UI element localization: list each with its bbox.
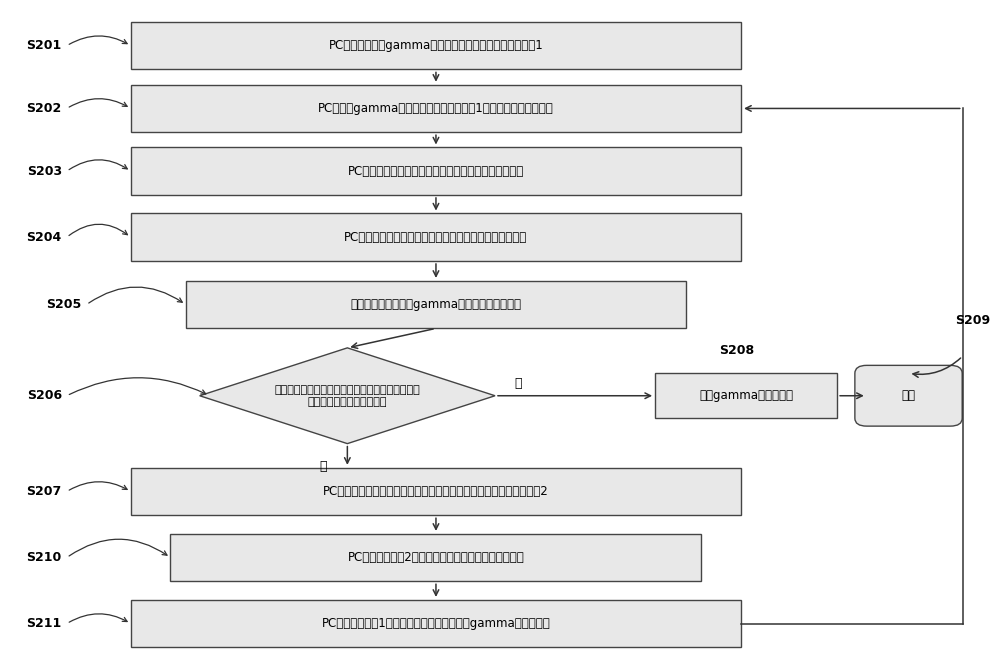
- FancyBboxPatch shape: [131, 85, 741, 133]
- FancyArrowPatch shape: [89, 287, 182, 303]
- FancyArrowPatch shape: [913, 358, 961, 378]
- Text: S210: S210: [27, 551, 62, 564]
- Text: PC机获取并计算gamma寄存器参数及灰阶电压值的查找表1: PC机获取并计算gamma寄存器参数及灰阶电压值的查找表1: [329, 39, 543, 52]
- FancyBboxPatch shape: [131, 468, 741, 515]
- Text: S205: S205: [46, 298, 82, 311]
- Text: 否: 否: [319, 460, 326, 473]
- Text: 由亮度值、色度值和gamma值计算出目标亮度值: 由亮度值、色度值和gamma值计算出目标亮度值: [350, 298, 521, 311]
- FancyArrowPatch shape: [69, 224, 127, 236]
- FancyBboxPatch shape: [170, 533, 701, 581]
- Text: PC机通过色彩分析仳读取显示装置的测试亮度值和色度值: PC机通过色彩分析仳读取显示装置的测试亮度值和色度值: [344, 230, 528, 244]
- FancyArrowPatch shape: [69, 160, 127, 170]
- FancyArrowPatch shape: [69, 99, 127, 107]
- Text: S211: S211: [27, 617, 62, 630]
- FancyArrowPatch shape: [69, 36, 127, 45]
- Polygon shape: [200, 348, 495, 444]
- FancyBboxPatch shape: [131, 214, 741, 261]
- FancyBboxPatch shape: [131, 22, 741, 69]
- Text: S206: S206: [27, 389, 62, 402]
- Text: S204: S204: [27, 230, 62, 244]
- Text: 是: 是: [515, 378, 522, 390]
- Text: S201: S201: [27, 39, 62, 52]
- Text: PC机查询查找表2，得出目标亮度值对应的灰阶电压值: PC机查询查找表2，得出目标亮度值对应的灰阶电压值: [348, 551, 524, 564]
- Text: 结束: 结束: [902, 389, 916, 402]
- Text: PC机发送gamma寄存器参数，查询查找表1得到对应的灰阶电压值: PC机发送gamma寄存器参数，查询查找表1得到对应的灰阶电压值: [318, 102, 554, 115]
- FancyArrowPatch shape: [69, 482, 127, 490]
- Text: S208: S208: [719, 344, 754, 357]
- FancyBboxPatch shape: [131, 600, 741, 647]
- Text: S203: S203: [27, 165, 62, 178]
- Text: S207: S207: [27, 485, 62, 498]
- Text: PC机查询查找表1，得到与灰阶电压值对应的gamma寄存器参数: PC机查询查找表1，得到与灰阶电压值对应的gamma寄存器参数: [322, 617, 550, 630]
- FancyBboxPatch shape: [655, 373, 837, 418]
- FancyArrowPatch shape: [69, 378, 206, 394]
- FancyArrowPatch shape: [69, 539, 167, 556]
- Text: 固化gamma寄存器参数: 固化gamma寄存器参数: [699, 389, 793, 402]
- Text: PC机通过测试图案发生器发送白色灰阶画面给显示装置: PC机通过测试图案发生器发送白色灰阶画面给显示装置: [348, 165, 524, 178]
- FancyArrowPatch shape: [69, 614, 127, 622]
- FancyBboxPatch shape: [131, 147, 741, 195]
- Text: 判断在不同灰阶下的测试亮度值与目标亮度值的差
的平方和是否满足误差范围: 判断在不同灰阶下的测试亮度值与目标亮度值的差 的平方和是否满足误差范围: [274, 385, 420, 406]
- FancyBboxPatch shape: [855, 366, 962, 426]
- Text: PC机扩充亮度值与灰阶电压值，并形成亮度值与灰阶电压值的查找表2: PC机扩充亮度值与灰阶电压值，并形成亮度值与灰阶电压值的查找表2: [323, 485, 549, 498]
- Text: S209: S209: [955, 314, 990, 327]
- FancyBboxPatch shape: [186, 281, 686, 328]
- Text: S202: S202: [27, 102, 62, 115]
